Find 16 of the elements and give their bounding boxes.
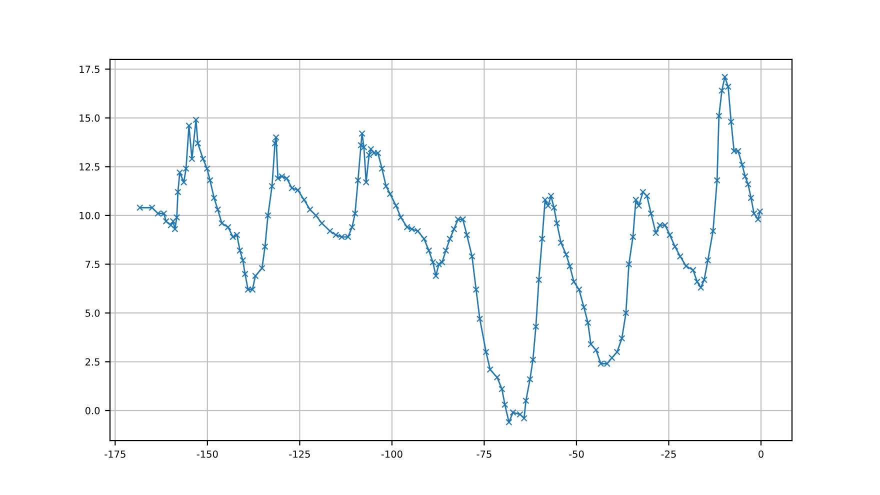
y-tick-label: 15.0 (80, 114, 100, 122)
y-tick-label: 0.0 (85, 406, 100, 414)
y-tick-label: 12.5 (80, 163, 100, 171)
x-tick-label: -25 (661, 450, 676, 458)
x-tick-label: -175 (104, 450, 126, 458)
y-tick-label: 10.0 (80, 212, 100, 220)
y-tick-label: 7.5 (86, 260, 100, 268)
x-tick-label: -125 (289, 450, 310, 458)
y-tick-label: 17.5 (80, 66, 100, 73)
x-tick-label: -100 (381, 450, 402, 458)
x-tick-label: -75 (476, 450, 492, 458)
x-tick-label: 0 (758, 450, 764, 458)
x-tick-label: -150 (196, 450, 218, 458)
y-tick-label: 2.5 (86, 358, 100, 366)
y-tick-label: 5.0 (86, 309, 100, 317)
x-tick-label: -50 (569, 450, 584, 458)
